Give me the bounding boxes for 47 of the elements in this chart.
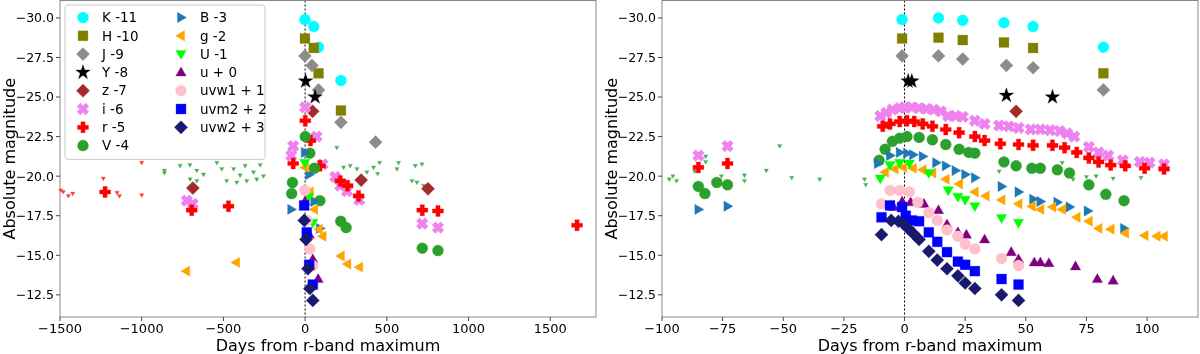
x-tick-label: 500	[374, 321, 400, 336]
legend-label: z -7	[102, 82, 127, 99]
x-tick-label: 100	[1134, 321, 1160, 336]
legend-label: u + 0	[200, 64, 238, 81]
x-tick-label: −25	[830, 321, 858, 336]
x-tick-label: −50	[769, 321, 797, 336]
x-tick-label: 25	[956, 321, 974, 336]
x-tick-label: −1000	[119, 321, 164, 336]
x-tick-label: −100	[644, 321, 680, 336]
y-tick-label: −25.0	[15, 89, 55, 105]
y-tick-label: −20.0	[617, 168, 657, 184]
y-tick-label: −25.0	[617, 89, 657, 105]
legend-label: V -4	[102, 137, 129, 154]
x-tick-label: 0	[300, 321, 310, 336]
x-tick-label: −1500	[38, 321, 82, 336]
legend-label: U -1	[200, 45, 228, 62]
y-tick-label: −20.0	[15, 168, 55, 184]
x-axis-title: Days from r-band maximum	[817, 335, 1043, 354]
legend-label: K -11	[102, 9, 138, 26]
legend-label: uvw2 + 3	[200, 119, 265, 136]
legend-label: r -5	[102, 119, 126, 136]
x-tick-label: −500	[205, 321, 242, 336]
legend-label: uvm2 + 2	[200, 100, 267, 117]
y-tick-label: −15.0	[15, 247, 55, 263]
x-tick-label: 0	[900, 321, 909, 336]
y-tick-label: −17.5	[15, 208, 54, 224]
y-tick-label: −30.0	[617, 10, 657, 26]
legend-label: g -2	[200, 27, 227, 44]
x-axis-title: Days from r-band maximum	[215, 335, 441, 354]
y-tick-label: −27.5	[15, 49, 54, 65]
y-tick-label: −12.5	[15, 287, 54, 303]
legend-label: J -9	[101, 45, 124, 62]
x-tick-label: −75	[708, 321, 737, 336]
legend-label: H -10	[102, 27, 139, 44]
y-tick-label: −17.5	[617, 208, 656, 224]
x-tick-label: 75	[1078, 321, 1095, 336]
y-tick-label: −12.5	[617, 287, 656, 303]
legend-label: B -3	[200, 9, 228, 26]
legend-label: i -6	[102, 100, 124, 117]
legend-label: Y -8	[101, 64, 128, 81]
y-tick-label: −27.5	[617, 49, 656, 65]
x-tick-label: 1500	[533, 321, 567, 336]
x-tick-label: 1000	[451, 321, 486, 336]
x-tick-label: 50	[1017, 321, 1035, 336]
legend-label: uvw1 + 1	[200, 82, 265, 99]
y-tick-label: −30.0	[15, 10, 55, 26]
y-tick-label: −15.0	[617, 247, 657, 263]
